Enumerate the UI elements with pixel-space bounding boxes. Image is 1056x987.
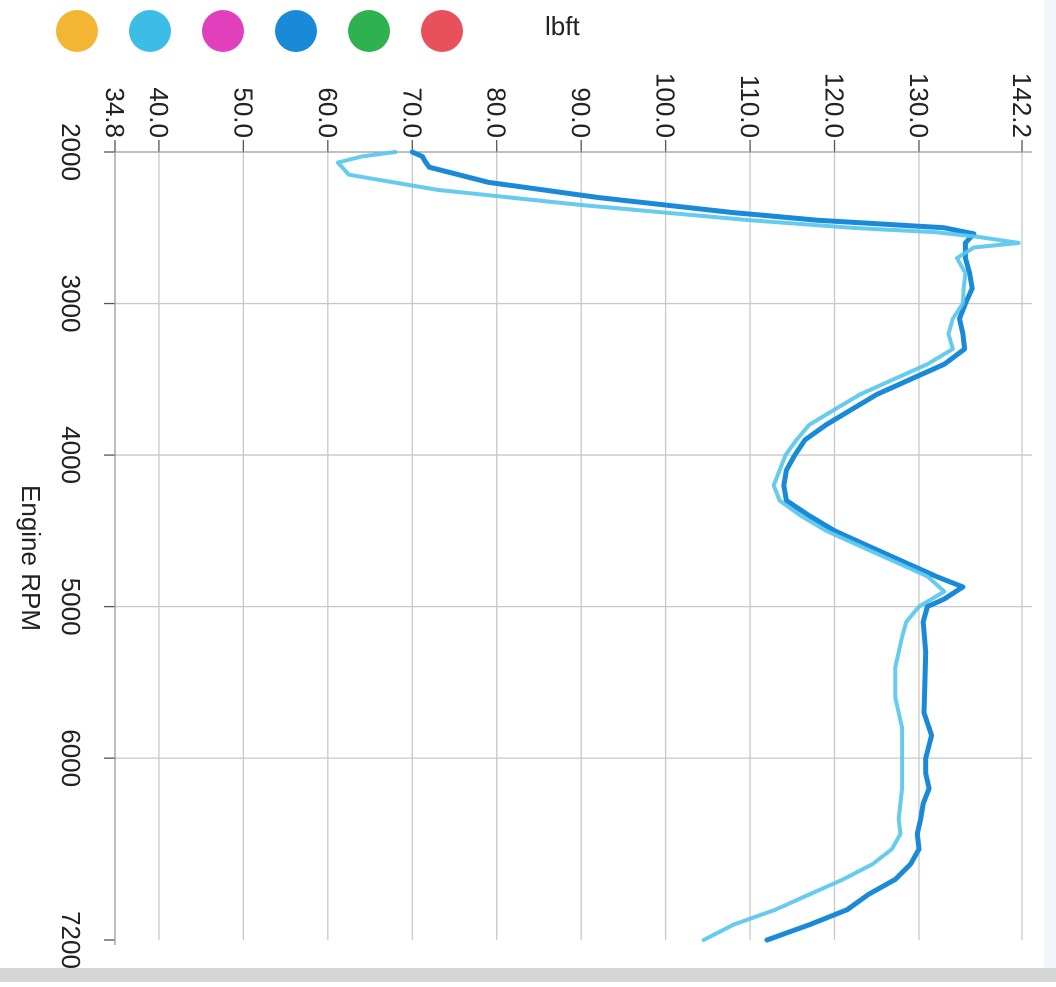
x-axis-title: Engine RPM xyxy=(16,485,46,631)
rpm-tick-label: 6000 xyxy=(56,729,86,787)
grid xyxy=(115,152,1032,940)
window-bottom-edge xyxy=(0,968,1056,982)
rpm-tick-label: 4000 xyxy=(56,426,86,484)
legend-dot xyxy=(202,10,244,52)
legend-dot xyxy=(275,10,317,52)
legend-dot xyxy=(56,10,98,52)
torque-tick-label: 40.0 xyxy=(144,87,174,138)
legend-dot xyxy=(348,10,390,52)
torque-tick-label: 120.0 xyxy=(820,73,850,138)
legend xyxy=(56,10,463,52)
torque-series-line xyxy=(335,150,1021,942)
torque-tick-label: 90.0 xyxy=(566,87,596,138)
torque-tick-label: 70.0 xyxy=(397,87,427,138)
torque-tick-label: 110.0 xyxy=(735,75,765,138)
torque-tick-label: 50.0 xyxy=(228,87,258,138)
rpm-tick-label: 5000 xyxy=(56,578,86,636)
axis-labels: lbft Engine RPM xyxy=(16,11,580,631)
torque-tick-label: 130.0 xyxy=(904,73,934,138)
torque-tick-label: 34.8 xyxy=(100,87,130,138)
y-axis-title: lbft xyxy=(545,11,580,41)
torque-tick-label: 60.0 xyxy=(313,87,343,138)
rpm-tick-label: 2000 xyxy=(56,123,86,181)
torque-tick-label: 80.0 xyxy=(482,87,512,138)
torque-tick-label: 100.0 xyxy=(651,73,681,138)
legend-dot xyxy=(421,10,463,52)
rpm-tick-label: 3000 xyxy=(56,275,86,333)
rpm-tick-label: 7200 xyxy=(56,911,86,969)
series-group xyxy=(335,149,1021,943)
legend-dot xyxy=(129,10,171,52)
axes: 2000 3000 4000 5000 6000 7200 34.8 40.0 50.0 60.0… xyxy=(56,73,1037,969)
window-right-edge xyxy=(1044,0,1056,968)
torque-tick-label: 142.2 xyxy=(1007,73,1037,138)
torque-series-line xyxy=(409,149,977,943)
